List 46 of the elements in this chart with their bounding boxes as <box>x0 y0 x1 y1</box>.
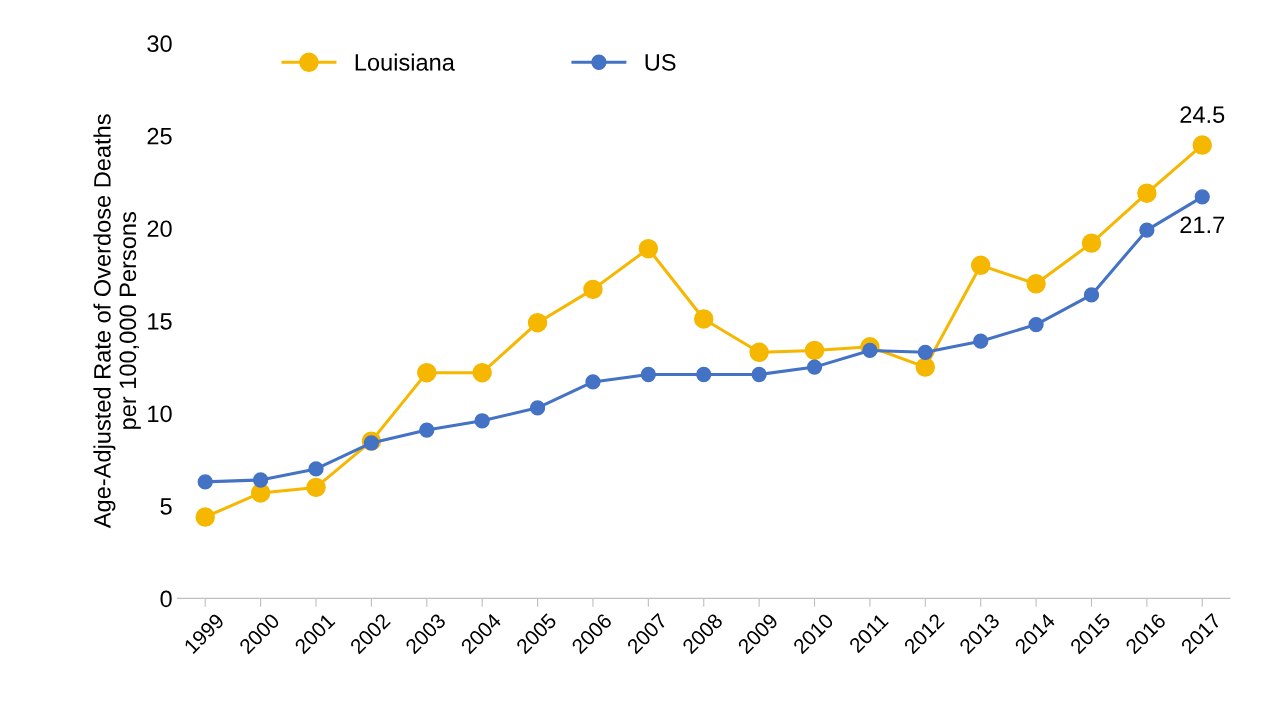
point <box>970 255 991 276</box>
y-tick-label: 15 <box>148 313 172 330</box>
point <box>308 461 324 477</box>
y-tick-label: 10 <box>148 405 172 423</box>
y-tick-label: 5 <box>160 498 172 515</box>
point <box>806 359 823 375</box>
point <box>1028 316 1044 333</box>
point <box>419 422 435 438</box>
point <box>640 366 656 383</box>
y-tick-label: 30 <box>147 35 172 53</box>
point <box>915 357 936 377</box>
point <box>1192 135 1212 155</box>
point <box>472 362 492 383</box>
point <box>583 279 603 300</box>
annotation: 21.7 <box>1180 216 1225 233</box>
point <box>749 342 769 363</box>
point <box>917 344 933 360</box>
point <box>1081 233 1102 253</box>
point <box>1137 183 1157 203</box>
point <box>417 362 437 383</box>
point <box>527 312 548 333</box>
point <box>696 366 712 383</box>
y-tick-label: 25 <box>147 127 172 145</box>
y-axis-title: Age-Adjusted Rate of Overdose Deaths per 100,000 Persons <box>93 114 141 529</box>
point <box>804 340 825 361</box>
y-tick-label: 0 <box>160 590 172 608</box>
y-tick-label: 20 <box>147 220 172 238</box>
point <box>1083 287 1100 303</box>
point <box>529 400 546 416</box>
point <box>751 366 767 383</box>
annotation: 24.5 <box>1180 106 1225 124</box>
point <box>195 507 215 527</box>
point <box>973 333 989 349</box>
point <box>197 474 213 490</box>
point <box>638 238 659 259</box>
point <box>694 309 714 329</box>
point <box>306 477 326 498</box>
point <box>585 374 601 390</box>
point <box>1194 189 1210 205</box>
point <box>1026 274 1046 294</box>
point <box>252 472 269 488</box>
point <box>1139 222 1155 238</box>
legend-label: US <box>645 54 676 71</box>
point <box>474 413 490 429</box>
legend-label: Louisiana <box>355 53 455 71</box>
point <box>862 342 878 359</box>
